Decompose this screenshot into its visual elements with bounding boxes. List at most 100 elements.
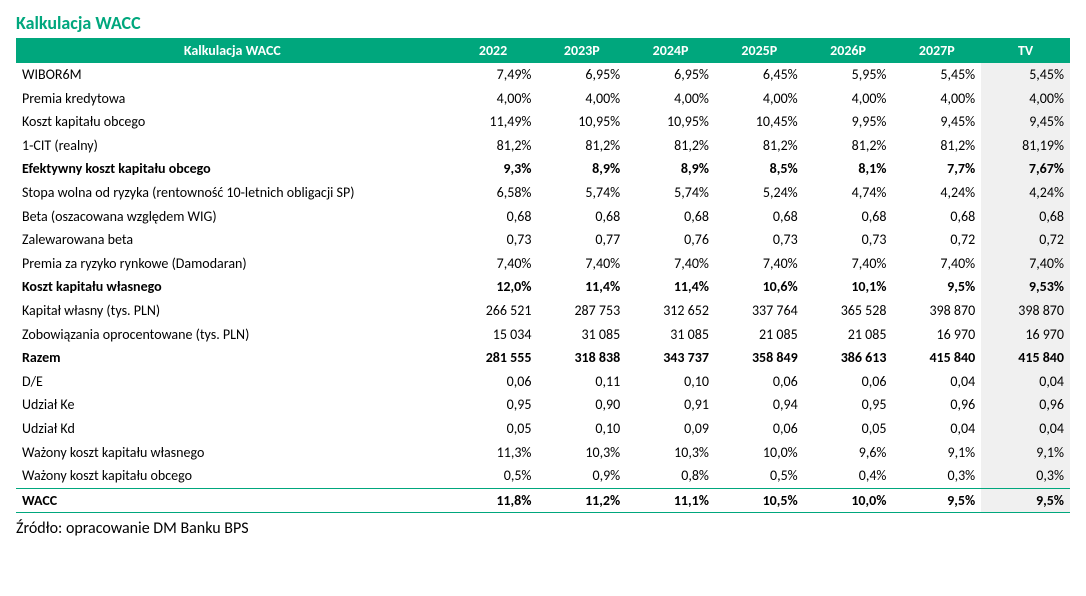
cell: 0,73 [449, 228, 538, 252]
column-header: TV [981, 38, 1070, 63]
cell: 281 555 [449, 346, 538, 370]
cell: 9,45% [981, 110, 1070, 134]
cell: 7,40% [804, 252, 893, 276]
table-row: D/E0,060,110,100,060,060,040,04 [16, 370, 1070, 394]
table-row: Koszt kapitału obcego11,49%10,95%10,95%1… [16, 110, 1070, 134]
column-header: 2022 [449, 38, 538, 63]
cell: 0,05 [449, 417, 538, 441]
cell: 5,24% [715, 181, 804, 205]
cell: 12,0% [449, 275, 538, 299]
cell: 9,95% [804, 110, 893, 134]
cell: 0,68 [537, 205, 626, 229]
cell: 4,00% [892, 87, 981, 111]
cell: 7,40% [715, 252, 804, 276]
row-label: D/E [16, 370, 449, 394]
cell: 365 528 [804, 299, 893, 323]
cell: 81,19% [981, 134, 1070, 158]
cell: 10,3% [626, 441, 715, 465]
row-label: WACC [16, 488, 449, 513]
table-row: Beta (oszacowana względem WIG)0,680,680,… [16, 205, 1070, 229]
cell: 415 840 [892, 346, 981, 370]
cell: 4,74% [804, 181, 893, 205]
cell: 8,1% [804, 157, 893, 181]
row-label: Zalewarowana beta [16, 228, 449, 252]
cell: 386 613 [804, 346, 893, 370]
cell: 0,68 [804, 205, 893, 229]
cell: 0,95 [804, 393, 893, 417]
table-row: Zobowiązania oprocentowane (tys. PLN)15 … [16, 323, 1070, 347]
cell: 81,2% [537, 134, 626, 158]
cell: 81,2% [804, 134, 893, 158]
cell: 16 970 [981, 323, 1070, 347]
cell: 0,68 [892, 205, 981, 229]
table-row: Zalewarowana beta0,730,770,760,730,730,7… [16, 228, 1070, 252]
cell: 7,40% [449, 252, 538, 276]
cell: 5,74% [537, 181, 626, 205]
cell: 398 870 [892, 299, 981, 323]
table-body: WIBOR6M7,49%6,95%6,95%6,45%5,95%5,45%5,4… [16, 63, 1070, 513]
column-header: 2026P [804, 38, 893, 63]
cell: 4,00% [626, 87, 715, 111]
cell: 0,5% [715, 464, 804, 488]
cell: 343 737 [626, 346, 715, 370]
cell: 4,00% [537, 87, 626, 111]
cell: 7,49% [449, 63, 538, 87]
row-label: Koszt kapitału własnego [16, 275, 449, 299]
row-label: Ważony koszt kapitału własnego [16, 441, 449, 465]
cell: 10,3% [537, 441, 626, 465]
cell: 318 838 [537, 346, 626, 370]
table-row: Premia za ryzyko rynkowe (Damodaran)7,40… [16, 252, 1070, 276]
cell: 81,2% [449, 134, 538, 158]
cell: 0,5% [449, 464, 538, 488]
cell: 7,40% [626, 252, 715, 276]
cell: 0,96 [892, 393, 981, 417]
cell: 0,72 [981, 228, 1070, 252]
cell: 11,4% [626, 275, 715, 299]
table-row: Udział Ke0,950,900,910,940,950,960,96 [16, 393, 1070, 417]
row-label: Udział Ke [16, 393, 449, 417]
cell: 0,04 [981, 417, 1070, 441]
cell: 11,3% [449, 441, 538, 465]
table-row: Udział Kd0,050,100,090,060,050,040,04 [16, 417, 1070, 441]
cell: 0,09 [626, 417, 715, 441]
cell: 0,76 [626, 228, 715, 252]
column-header: 2025P [715, 38, 804, 63]
column-header: 2024P [626, 38, 715, 63]
cell: 9,45% [892, 110, 981, 134]
cell: 11,49% [449, 110, 538, 134]
cell: 0,04 [892, 370, 981, 394]
cell: 11,4% [537, 275, 626, 299]
cell: 0,06 [804, 370, 893, 394]
cell: 0,06 [715, 370, 804, 394]
cell: 0,11 [537, 370, 626, 394]
cell: 21 085 [804, 323, 893, 347]
cell: 0,10 [537, 417, 626, 441]
cell: 0,77 [537, 228, 626, 252]
cell: 10,0% [715, 441, 804, 465]
cell: 8,5% [715, 157, 804, 181]
cell: 0,73 [804, 228, 893, 252]
cell: 9,6% [804, 441, 893, 465]
cell: 4,00% [981, 87, 1070, 111]
row-label: Koszt kapitału obcego [16, 110, 449, 134]
cell: 31 085 [626, 323, 715, 347]
table-row: WACC11,8%11,2%11,1%10,5%10,0%9,5%9,5% [16, 488, 1070, 513]
cell: 81,2% [892, 134, 981, 158]
cell: 5,95% [804, 63, 893, 87]
cell: 9,5% [892, 275, 981, 299]
cell: 0,94 [715, 393, 804, 417]
cell: 0,68 [715, 205, 804, 229]
cell: 6,58% [449, 181, 538, 205]
cell: 5,45% [981, 63, 1070, 87]
row-label: Zobowiązania oprocentowane (tys. PLN) [16, 323, 449, 347]
cell: 5,74% [626, 181, 715, 205]
cell: 0,91 [626, 393, 715, 417]
cell: 11,1% [626, 488, 715, 513]
cell: 8,9% [537, 157, 626, 181]
cell: 7,40% [892, 252, 981, 276]
cell: 6,45% [715, 63, 804, 87]
cell: 11,2% [537, 488, 626, 513]
row-label: Kapitał własny (tys. PLN) [16, 299, 449, 323]
cell: 287 753 [537, 299, 626, 323]
cell: 10,5% [715, 488, 804, 513]
